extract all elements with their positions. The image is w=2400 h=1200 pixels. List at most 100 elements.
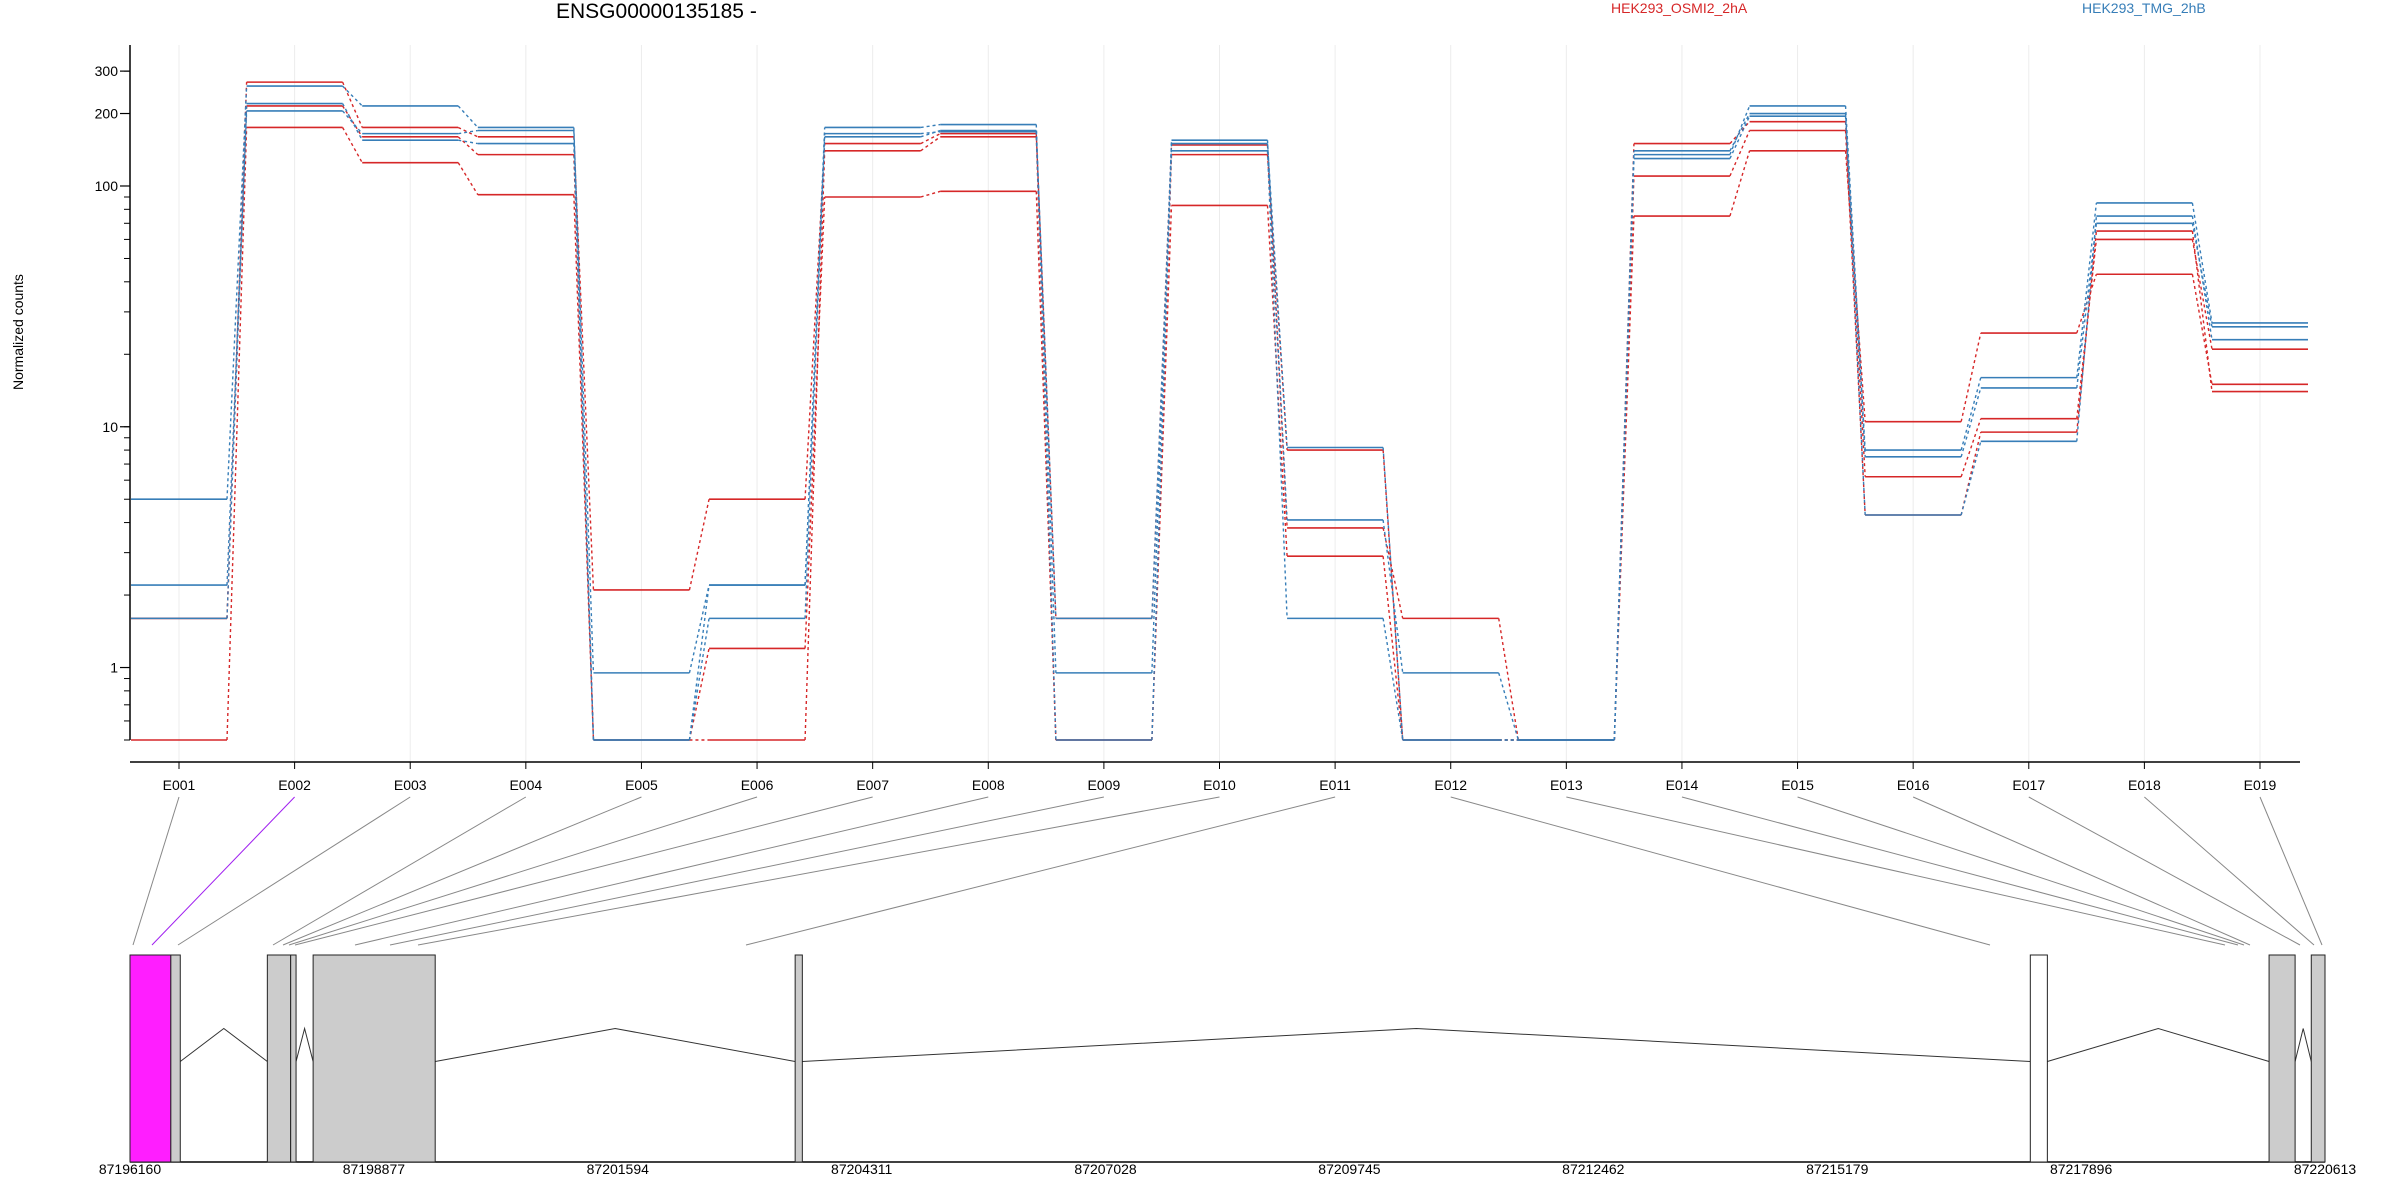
data-connector (1382, 556, 1404, 741)
intron-line (435, 1027, 796, 1062)
exon-connector (1450, 796, 1991, 946)
data-connector (1844, 121, 1866, 477)
intron-line (295, 1026, 314, 1062)
exon-connector (132, 796, 180, 946)
intron-line (2047, 1027, 2270, 1062)
intron-line (2294, 1028, 2312, 1062)
x-tick-label: E009 (1088, 777, 1121, 793)
x-tick-label: E004 (509, 777, 542, 793)
data-connector (1729, 113, 1751, 152)
exon-connector (745, 796, 1336, 946)
genomic-tick-label: 87209745 (1318, 1161, 1381, 1177)
data-connector (1151, 154, 1173, 741)
exon-connector (1681, 796, 2239, 946)
data-connector (1266, 143, 1288, 448)
x-tick-label: E007 (856, 777, 889, 793)
exon-connector (288, 796, 758, 946)
data-connector (2191, 202, 2213, 324)
data-connector (1729, 130, 1751, 177)
intron-line (802, 1027, 2031, 1062)
exon-block (290, 954, 297, 1163)
exon-connector (1566, 796, 2226, 946)
intron-line (179, 1027, 268, 1062)
data-connector (1960, 377, 1982, 451)
exon-connector (389, 796, 1104, 946)
legend-entry-tmg: HEK293_TMG_2hB (2082, 0, 2206, 16)
data-connector (458, 139, 478, 145)
data-connector (457, 126, 479, 138)
data-connector (342, 110, 363, 135)
x-tick-label: E012 (1434, 777, 1467, 793)
data-connector (1613, 150, 1635, 741)
data-connector (2076, 216, 2098, 442)
exon-block (2310, 954, 2326, 1163)
x-tick-label: E017 (2012, 777, 2045, 793)
data-connector (804, 150, 826, 741)
data-connector (688, 499, 710, 591)
data-connector (226, 86, 248, 500)
data-connector (804, 196, 826, 649)
data-connector (457, 162, 479, 196)
data-connector (1382, 618, 1404, 741)
y-tick-label: 200 (95, 106, 119, 122)
exon-connector (1797, 796, 2245, 946)
data-connector (1151, 205, 1173, 741)
legend-entry-osmi2: HEK293_OSMI2_2hA (1611, 0, 1748, 16)
data-connector (2191, 230, 2213, 392)
exon-block (2029, 954, 2048, 1163)
data-connector (1151, 150, 1173, 619)
data-connector (2076, 202, 2098, 378)
data-connector (1960, 441, 1982, 516)
exon-block (312, 954, 436, 1163)
data-connector (341, 127, 363, 164)
exon-connector (1912, 796, 2251, 946)
data-connector (1729, 105, 1751, 155)
data-connector (1729, 115, 1751, 159)
x-tick-label: E005 (625, 777, 658, 793)
y-tick-label: 10 (102, 419, 118, 435)
data-connector (804, 133, 826, 586)
genomic-tick-label: 87204311 (831, 1161, 892, 1177)
exon-connector (272, 796, 527, 946)
exon-connector (2028, 796, 2301, 946)
data-connector (1844, 116, 1866, 516)
genomic-tick-label: 87201594 (587, 1161, 650, 1177)
exon-block (794, 954, 803, 1163)
data-connector (920, 131, 941, 135)
data-connector (1266, 150, 1288, 619)
data-connector (2076, 223, 2098, 388)
y-tick-label: 300 (95, 63, 119, 79)
x-tick-label: E010 (1203, 777, 1236, 793)
x-tick-label: E002 (278, 777, 311, 793)
data-connector (226, 127, 248, 741)
data-connector (920, 123, 941, 129)
chart-title: ENSG00000135185 - (556, 0, 757, 23)
exon-block (2268, 954, 2296, 1163)
data-connector (226, 110, 248, 586)
data-connector (688, 648, 710, 741)
exon-block (129, 954, 172, 1163)
exon-connector (417, 796, 1220, 946)
genomic-tick-label: 87217896 (2050, 1161, 2113, 1177)
exon-connector (2144, 796, 2315, 946)
data-connector (1498, 618, 1520, 741)
data-connector (2191, 274, 2213, 385)
x-tick-label: E013 (1550, 777, 1583, 793)
exon-connector (294, 796, 873, 946)
x-tick-label: E008 (972, 777, 1005, 793)
data-connector (920, 190, 941, 198)
exon-connector (177, 796, 411, 946)
data-connector (457, 136, 479, 156)
data-connector (920, 133, 941, 145)
data-connector (1613, 154, 1635, 741)
x-tick-label: E019 (2244, 777, 2277, 793)
data-connector (804, 136, 826, 619)
data-connector (1960, 418, 1982, 477)
data-connector (1498, 672, 1520, 741)
genomic-tick-label: 87207028 (1074, 1161, 1137, 1177)
genomic-tick-label: 87215179 (1806, 1161, 1869, 1177)
x-tick-label: E001 (163, 777, 196, 793)
data-connector (341, 103, 363, 141)
genomic-tick-label: 87220613 (2294, 1161, 2357, 1177)
exon-block (170, 954, 181, 1163)
